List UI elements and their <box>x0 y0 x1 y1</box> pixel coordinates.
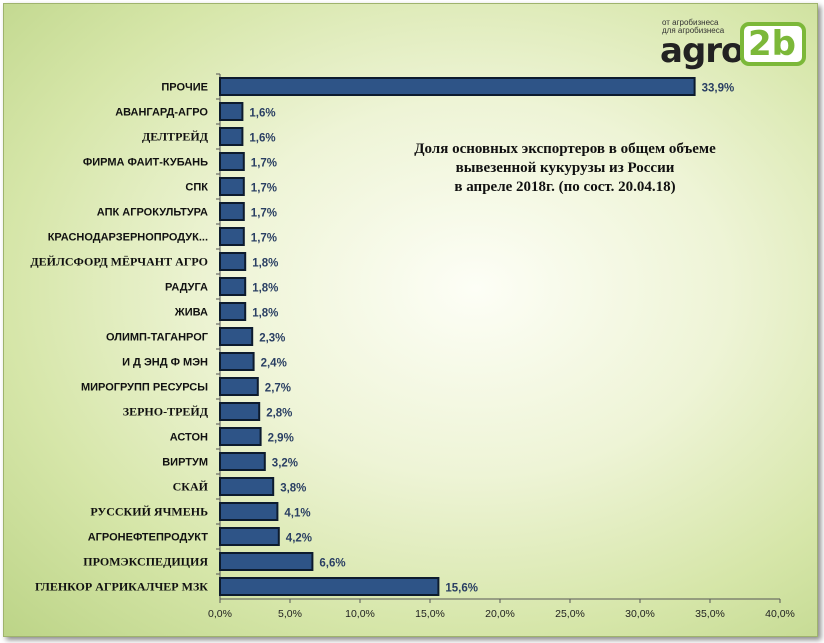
x-tick-label: 25,0% <box>555 608 585 620</box>
x-tick-label: 0,0% <box>208 608 232 620</box>
category-label: ДЕЛТРЕЙД <box>142 130 209 144</box>
logo-tagline-top: от агробизнеса <box>662 18 719 27</box>
x-tick-label: 40,0% <box>765 608 795 620</box>
bar <box>219 177 245 196</box>
data-label: 2,8% <box>266 408 292 420</box>
chart-title: Доля основных экспортеров в общем объеме… <box>340 140 790 197</box>
bar <box>219 77 696 96</box>
bar <box>219 227 245 246</box>
data-label: 1,7% <box>251 233 277 245</box>
category-label: ЗЕРНО-ТРЕЙД <box>123 405 209 419</box>
chart-title-line-1: Доля основных экспортеров в общем объеме <box>414 141 716 157</box>
category-label: И Д ЭНД Ф МЭН <box>122 357 208 369</box>
bar <box>219 302 247 321</box>
bar <box>219 427 262 446</box>
category-label: АВАНГАРД-АГРО <box>115 107 208 119</box>
logo-badge-text: 2b <box>748 24 796 64</box>
category-label: АСТОН <box>170 432 208 444</box>
bar <box>219 202 245 221</box>
data-label: 15,6% <box>445 583 478 595</box>
category-label: РУССКИЙ ЯЧМЕНЬ <box>90 505 208 519</box>
data-label: 2,9% <box>268 433 294 445</box>
x-tick-label: 10,0% <box>345 608 375 620</box>
category-label: ГЛЕНКОР АГРИКАЛЧЕР МЗК <box>35 580 208 594</box>
data-label: 1,8% <box>252 258 278 270</box>
bar <box>219 352 255 371</box>
chart-background <box>3 3 818 637</box>
bar <box>219 252 247 271</box>
logo-badge: 2b <box>740 22 806 66</box>
category-label: СПК <box>185 182 208 194</box>
data-label: 3,2% <box>272 458 298 470</box>
category-label: ОЛИМП-ТАГАНРОГ <box>106 332 209 344</box>
x-tick-label: 30,0% <box>625 608 655 620</box>
category-label: ВИРТУМ <box>162 457 208 469</box>
x-tick-label: 35,0% <box>695 608 725 620</box>
category-label: АГРОНЕФТЕПРОДУКТ <box>88 532 209 544</box>
chart-title-line-3: в апреле 2018г. (по сост. 20.04.18) <box>454 179 676 195</box>
data-label: 4,1% <box>284 508 310 520</box>
data-label: 1,7% <box>251 183 277 195</box>
category-label: АПК АГРОКУЛЬТУРА <box>97 207 208 219</box>
data-label: 33,9% <box>702 83 735 95</box>
bar <box>219 552 314 571</box>
category-label: СКАЙ <box>173 480 209 494</box>
bar <box>219 502 279 521</box>
data-label: 1,6% <box>249 108 275 120</box>
data-label: 3,8% <box>280 483 306 495</box>
bar <box>219 277 247 296</box>
data-label: 4,2% <box>286 533 312 545</box>
logo-wordmark: agro <box>660 31 744 71</box>
category-label: ДЕЙЛСФОРД МЁРЧАНТ АГРО <box>30 255 208 269</box>
category-label: РАДУГА <box>165 282 208 294</box>
bar <box>219 377 259 396</box>
data-label: 2,3% <box>259 333 285 345</box>
agro2b-logo: от агробизнеса для агробизнеса agro 2b <box>660 18 810 70</box>
bar <box>219 327 254 346</box>
bar <box>219 577 440 596</box>
bar <box>219 477 275 496</box>
logo-tagline-bottom: для агробизнеса <box>662 26 725 35</box>
category-label: ПРОЧИЕ <box>161 82 208 94</box>
category-label: ПРОМЭКСПЕДИЦИЯ <box>83 555 208 569</box>
data-label: 2,4% <box>261 358 287 370</box>
x-tick-label: 15,0% <box>415 608 445 620</box>
bar <box>219 452 266 471</box>
data-label: 1,6% <box>249 133 275 145</box>
category-label: ЖИВА <box>174 307 208 319</box>
category-label: ФИРМА ФАИТ-КУБАНЬ <box>83 157 208 169</box>
bar <box>219 102 244 121</box>
data-label: 1,8% <box>252 283 278 295</box>
x-tick-label: 20,0% <box>485 608 515 620</box>
bar <box>219 152 245 171</box>
category-label: КРАСНОДАРЗЕРНОПРОДУК... <box>48 232 208 244</box>
data-label: 2,7% <box>265 383 291 395</box>
bar <box>219 527 280 546</box>
data-label: 1,8% <box>252 308 278 320</box>
x-tick-label: 5,0% <box>278 608 302 620</box>
bar <box>219 402 261 421</box>
category-label: МИРОГРУПП РЕСУРСЫ <box>81 382 208 394</box>
data-label: 1,7% <box>251 208 277 220</box>
chart-title-line-2: вывезенной кукурузы из России <box>455 160 675 176</box>
data-label: 1,7% <box>251 158 277 170</box>
bar <box>219 127 244 146</box>
data-label: 6,6% <box>319 558 345 570</box>
